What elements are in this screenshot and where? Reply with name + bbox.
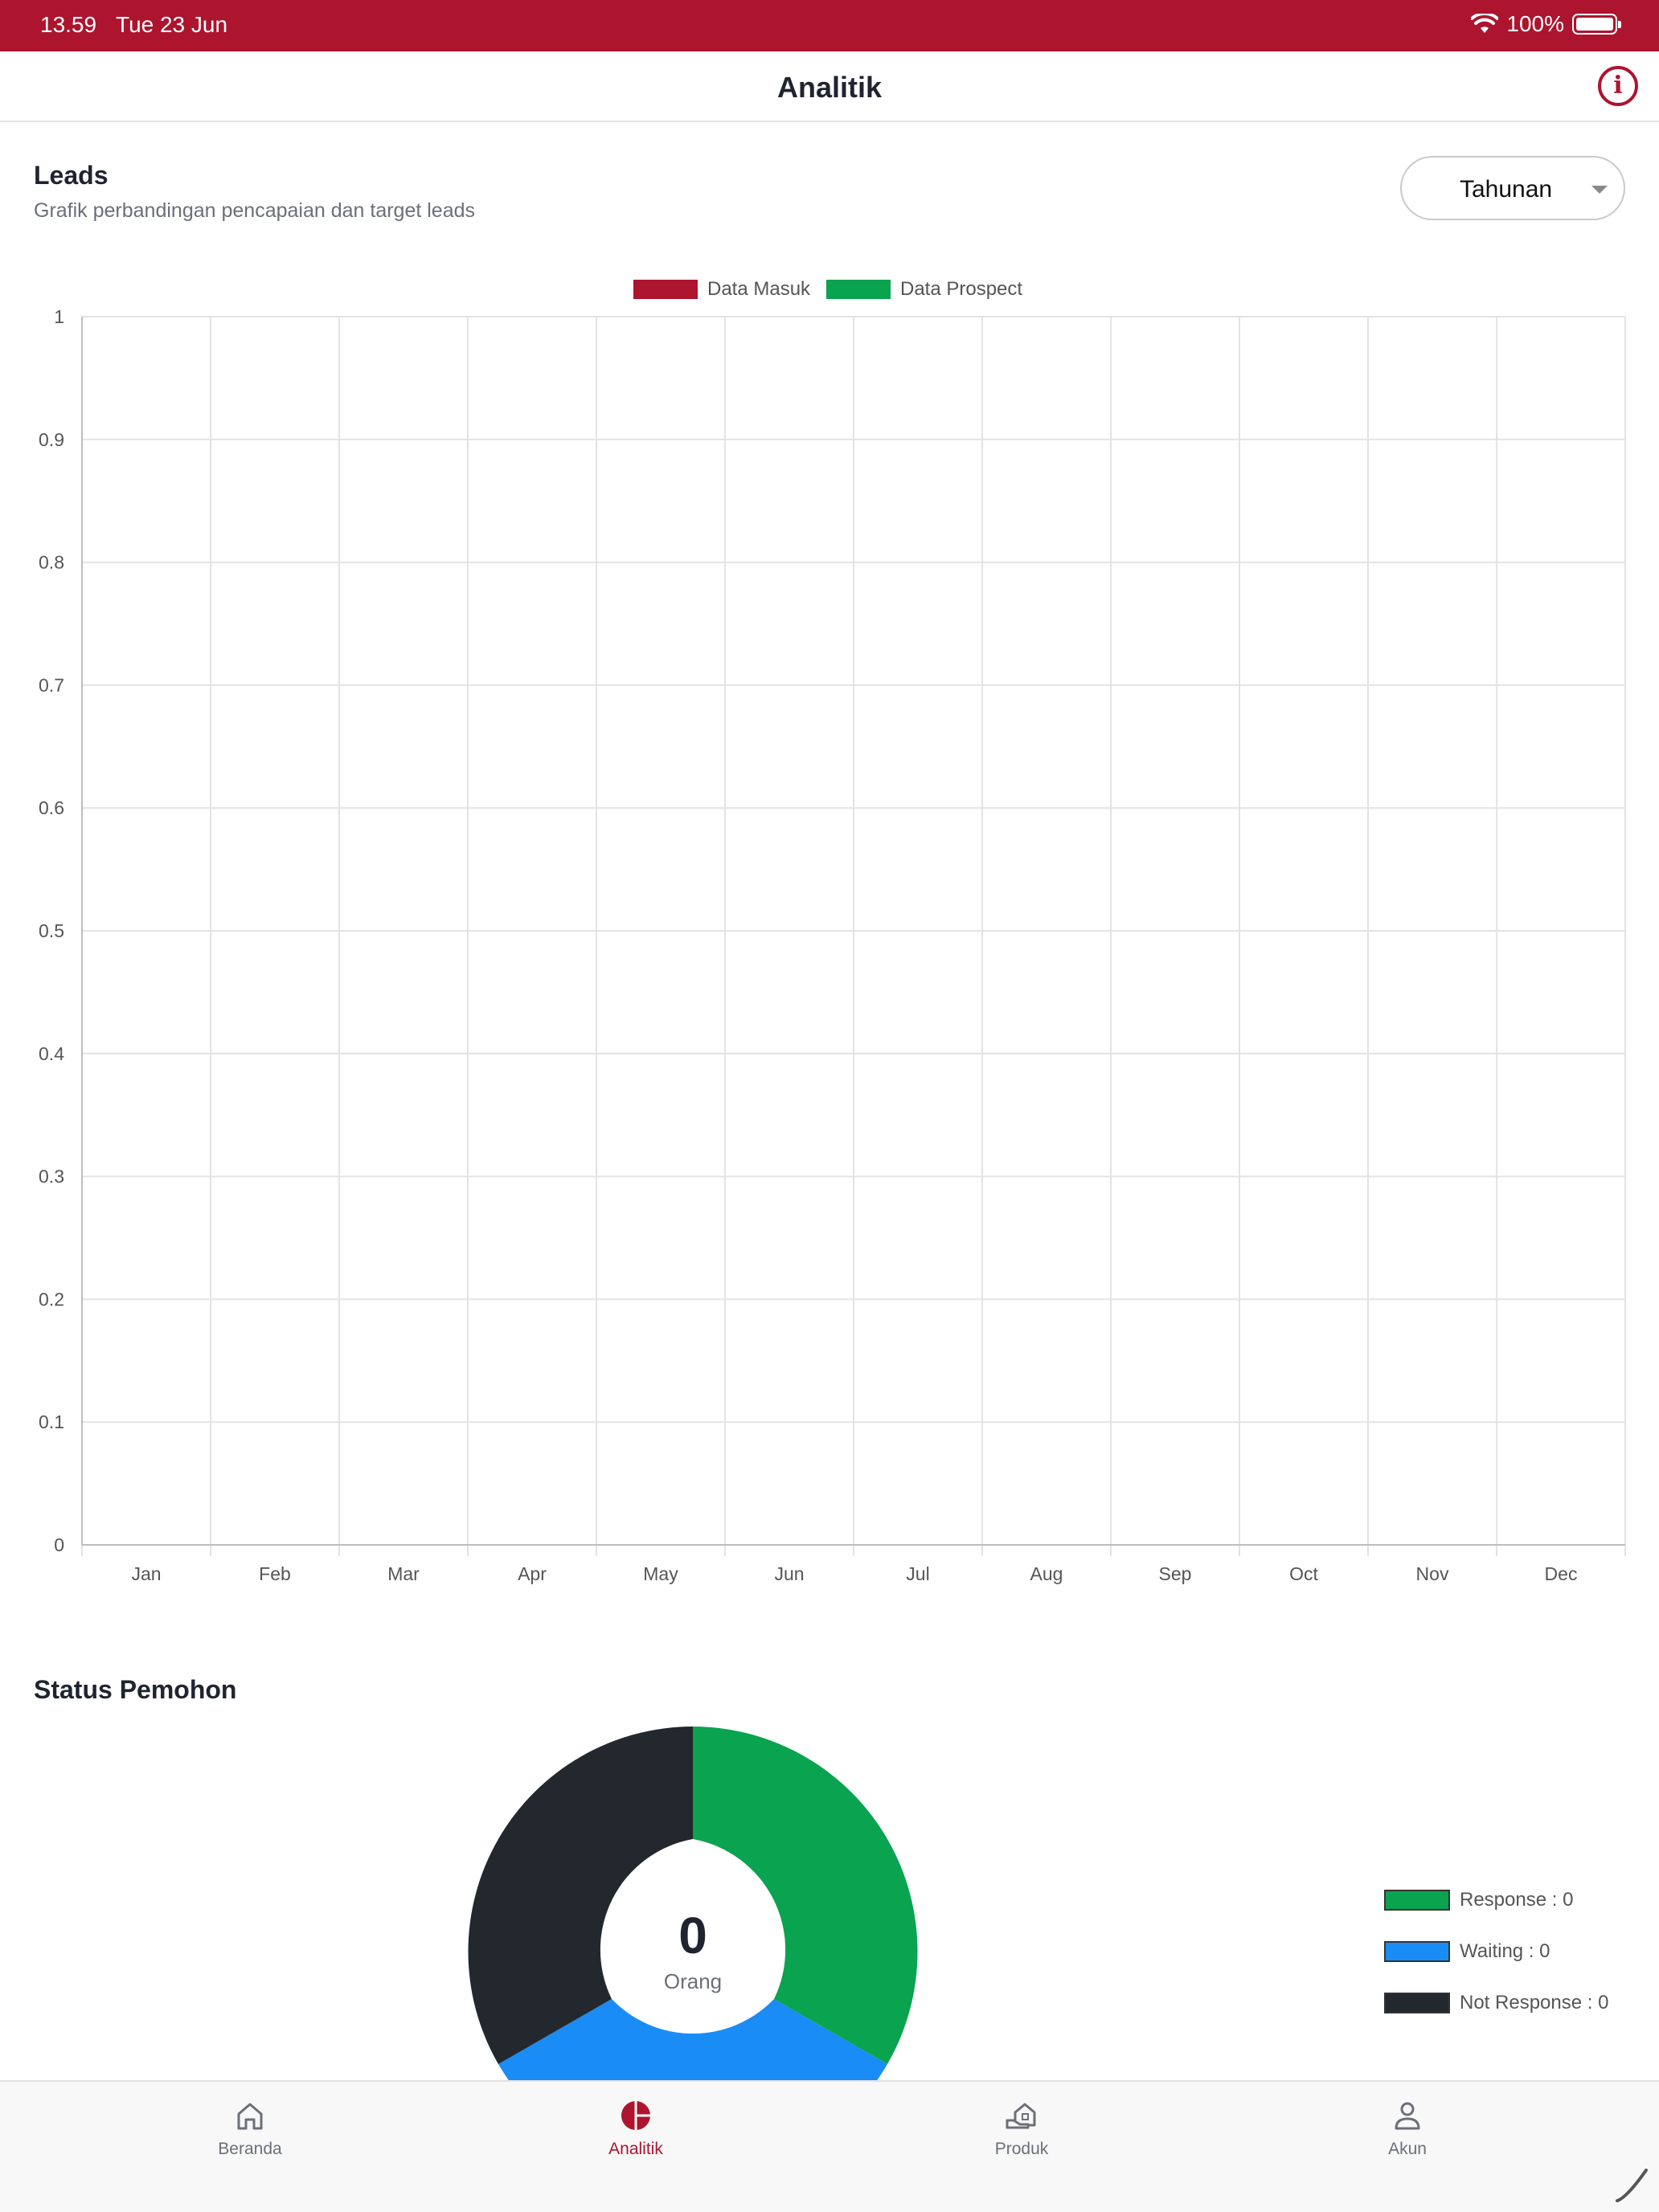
legend-not-response: Not Response : 0: [1384, 1992, 1608, 2014]
tab-produk-label: Produk: [994, 2140, 1049, 2158]
status-pemohon-title: Status Pemohon: [34, 1675, 237, 1704]
status-bar: 13.59 Tue 23 Jun 100%: [0, 0, 1659, 51]
period-dropdown[interactable]: Tahunan: [1400, 156, 1625, 220]
legend-waiting: Waiting : 0: [1384, 1940, 1550, 1963]
page-title: Analitik: [776, 71, 883, 104]
leads-bar-chart: 0 0.1 0.2 0.3 0.4 0.5 0.6 0.7 0.8 0.9 1 Jan Feb Mar Ap…: [39, 306, 1626, 1584]
info-icon[interactable]: i: [1598, 66, 1638, 106]
battery-icon: [1572, 14, 1621, 35]
stylus-indicator-icon: [1616, 2169, 1648, 2202]
y-tick-label: 0.6: [39, 797, 64, 818]
x-tick-label: Oct: [1289, 1563, 1318, 1584]
donut-total: 0: [678, 1907, 707, 1964]
legend-swatch-not-response: [1384, 1993, 1450, 2013]
x-tick-label: Jan: [131, 1563, 161, 1584]
user-icon: [1395, 2102, 1420, 2130]
y-tick-label: 0: [54, 1534, 64, 1555]
legend-label-waiting: Waiting : 0: [1460, 1940, 1550, 1962]
legend-swatch-data-masuk: [633, 280, 698, 299]
leads-title: Leads: [34, 161, 109, 190]
legend-data-prospect: Data Prospect: [826, 278, 1022, 301]
bottom-tab-bar: Beranda Analitik Produk Akun: [0, 2080, 1659, 2212]
status-donut-chart: 0 Orang: [468, 1727, 918, 2090]
legend-swatch-data-prospect: [826, 280, 891, 299]
status-time: 13.59: [40, 12, 97, 37]
x-tick-label: Dec: [1545, 1563, 1578, 1584]
x-tick-label: Apr: [518, 1563, 547, 1584]
x-tick-label: May: [643, 1563, 678, 1584]
status-right: 100%: [1471, 11, 1621, 37]
legend-label-response: Response : 0: [1460, 1889, 1574, 1911]
legend-swatch-waiting: [1384, 1941, 1450, 1962]
legend-label-not-response: Not Response : 0: [1460, 1992, 1609, 2013]
x-tick-label: Aug: [1030, 1563, 1063, 1584]
x-tick-label: Sep: [1159, 1563, 1192, 1584]
y-tick-label: 0.5: [39, 920, 64, 941]
legend-data-masuk: Data Masuk: [633, 278, 810, 301]
product-house-icon: [1006, 2103, 1036, 2129]
donut-segment-response: [693, 1727, 918, 2064]
y-tick-label: 0.4: [39, 1043, 64, 1064]
tab-akun-label: Akun: [1388, 2140, 1427, 2158]
legend-response: Response : 0: [1384, 1889, 1573, 1911]
y-tick-label: 0.1: [39, 1411, 64, 1432]
y-tick-label: 0.3: [39, 1166, 64, 1187]
legend-label-data-masuk: Data Masuk: [707, 278, 811, 300]
status-date: Tue 23 Jun: [116, 12, 228, 37]
y-tick-label: 0.9: [39, 429, 64, 450]
x-tick-label: Mar: [387, 1563, 420, 1584]
home-icon: [237, 2103, 263, 2130]
x-tick-label: Jul: [906, 1563, 929, 1584]
battery-percent: 100%: [1506, 11, 1564, 36]
tab-analitik-label: Analitik: [608, 2140, 663, 2158]
donut-segment-waiting: [498, 1999, 887, 2090]
leads-subtitle: Grafik perbandingan pencapaian dan targe…: [34, 199, 476, 222]
y-tick-label: 1: [54, 306, 64, 327]
y-tick-label: 0.7: [39, 674, 64, 695]
tab-akun[interactable]: Akun: [1327, 2098, 1488, 2159]
tab-beranda-label: Beranda: [218, 2140, 282, 2158]
legend-swatch-response: [1384, 1890, 1450, 1911]
period-dropdown-value: Tahunan: [1460, 176, 1553, 203]
legend-label-data-prospect: Data Prospect: [900, 278, 1023, 300]
top-nav-bar: Analitik i: [0, 51, 1659, 122]
tab-analitik[interactable]: Analitik: [555, 2098, 716, 2159]
pie-chart-icon: [621, 2101, 650, 2130]
tab-beranda[interactable]: Beranda: [170, 2098, 330, 2159]
x-tick-label: Nov: [1416, 1563, 1449, 1584]
tab-produk[interactable]: Produk: [941, 2098, 1102, 2159]
donut-unit: Orang: [664, 1969, 722, 1993]
x-tick-label: Feb: [259, 1563, 291, 1584]
y-tick-label: 0.8: [39, 552, 64, 573]
y-tick-label: 0.2: [39, 1288, 64, 1309]
wifi-icon: [1471, 14, 1499, 33]
chevron-down-icon: [1591, 186, 1608, 194]
donut-segment-not-response: [468, 1727, 693, 2064]
x-tick-label: Jun: [774, 1563, 804, 1584]
